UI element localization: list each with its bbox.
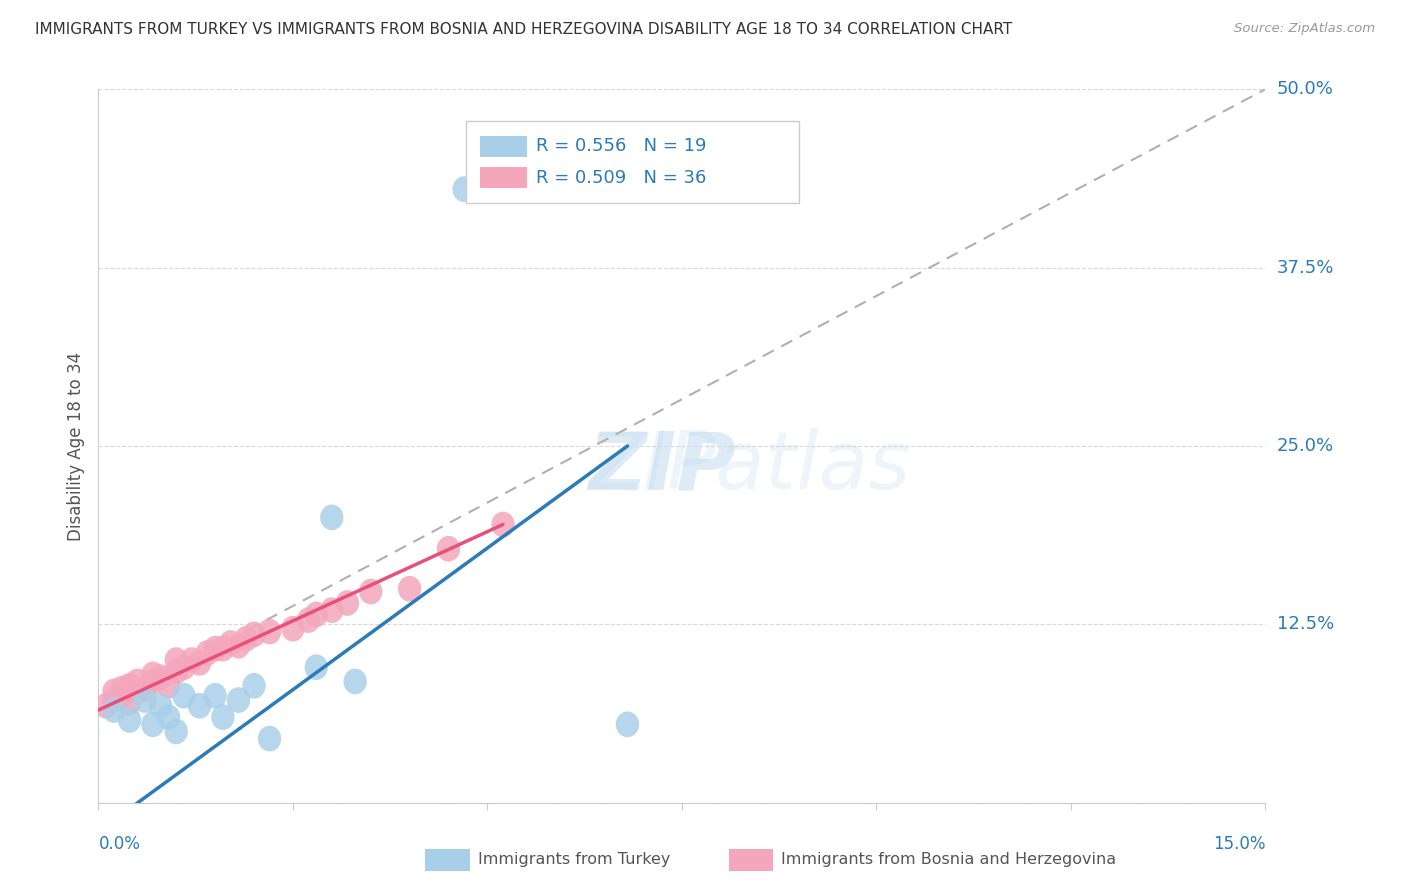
Ellipse shape — [141, 669, 165, 694]
Ellipse shape — [141, 712, 165, 737]
FancyBboxPatch shape — [728, 849, 773, 871]
Text: 25.0%: 25.0% — [1277, 437, 1334, 455]
Ellipse shape — [165, 648, 188, 673]
FancyBboxPatch shape — [479, 167, 527, 188]
Ellipse shape — [188, 650, 211, 676]
Ellipse shape — [257, 619, 281, 644]
Ellipse shape — [437, 536, 460, 562]
Text: 37.5%: 37.5% — [1277, 259, 1334, 277]
Ellipse shape — [110, 676, 134, 701]
Ellipse shape — [195, 640, 219, 665]
Ellipse shape — [141, 662, 165, 687]
Ellipse shape — [157, 673, 180, 698]
FancyBboxPatch shape — [425, 849, 470, 871]
Ellipse shape — [149, 693, 173, 719]
Ellipse shape — [235, 626, 257, 651]
Ellipse shape — [343, 669, 367, 694]
Ellipse shape — [453, 177, 475, 202]
Ellipse shape — [336, 591, 359, 615]
Ellipse shape — [219, 630, 242, 656]
Ellipse shape — [211, 636, 235, 662]
Ellipse shape — [125, 679, 149, 705]
Text: ZIP: ZIP — [589, 428, 735, 507]
Ellipse shape — [226, 687, 250, 713]
Ellipse shape — [281, 615, 305, 641]
Ellipse shape — [110, 683, 134, 708]
FancyBboxPatch shape — [465, 121, 799, 203]
Ellipse shape — [149, 665, 173, 690]
Ellipse shape — [257, 726, 281, 751]
Ellipse shape — [125, 669, 149, 694]
Ellipse shape — [103, 698, 125, 723]
Text: Immigrants from Bosnia and Herzegovina: Immigrants from Bosnia and Herzegovina — [782, 853, 1116, 867]
Text: 12.5%: 12.5% — [1277, 615, 1334, 633]
Ellipse shape — [94, 693, 118, 719]
Ellipse shape — [165, 719, 188, 744]
Text: R = 0.556   N = 19: R = 0.556 N = 19 — [536, 137, 707, 155]
Ellipse shape — [188, 693, 211, 719]
Ellipse shape — [398, 576, 422, 601]
Ellipse shape — [165, 658, 188, 684]
Ellipse shape — [297, 607, 321, 633]
Ellipse shape — [242, 622, 266, 648]
Ellipse shape — [305, 655, 328, 680]
Text: IMMIGRANTS FROM TURKEY VS IMMIGRANTS FROM BOSNIA AND HERZEGOVINA DISABILITY AGE : IMMIGRANTS FROM TURKEY VS IMMIGRANTS FRO… — [35, 22, 1012, 37]
Text: 50.0%: 50.0% — [1277, 80, 1333, 98]
Ellipse shape — [204, 636, 226, 662]
Text: ZIPatlas: ZIPatlas — [589, 428, 911, 507]
Ellipse shape — [226, 633, 250, 658]
FancyBboxPatch shape — [479, 136, 527, 157]
Y-axis label: Disability Age 18 to 34: Disability Age 18 to 34 — [66, 351, 84, 541]
Ellipse shape — [180, 648, 204, 673]
Text: R = 0.509   N = 36: R = 0.509 N = 36 — [536, 169, 706, 186]
Ellipse shape — [134, 676, 157, 701]
Ellipse shape — [134, 687, 157, 713]
Ellipse shape — [491, 512, 515, 537]
Ellipse shape — [305, 601, 328, 627]
Ellipse shape — [118, 690, 141, 715]
Text: Immigrants from Turkey: Immigrants from Turkey — [478, 853, 671, 867]
Ellipse shape — [173, 683, 195, 708]
Ellipse shape — [242, 673, 266, 698]
Ellipse shape — [321, 598, 343, 623]
Ellipse shape — [211, 705, 235, 730]
Ellipse shape — [118, 707, 141, 733]
Ellipse shape — [616, 712, 640, 737]
Text: 0.0%: 0.0% — [98, 835, 141, 853]
Ellipse shape — [103, 679, 125, 705]
Ellipse shape — [103, 687, 125, 713]
Text: Source: ZipAtlas.com: Source: ZipAtlas.com — [1234, 22, 1375, 36]
Ellipse shape — [173, 655, 195, 680]
Text: 15.0%: 15.0% — [1213, 835, 1265, 853]
Ellipse shape — [321, 505, 343, 530]
Ellipse shape — [204, 683, 226, 708]
Ellipse shape — [359, 579, 382, 605]
Ellipse shape — [118, 673, 141, 698]
Ellipse shape — [157, 705, 180, 730]
